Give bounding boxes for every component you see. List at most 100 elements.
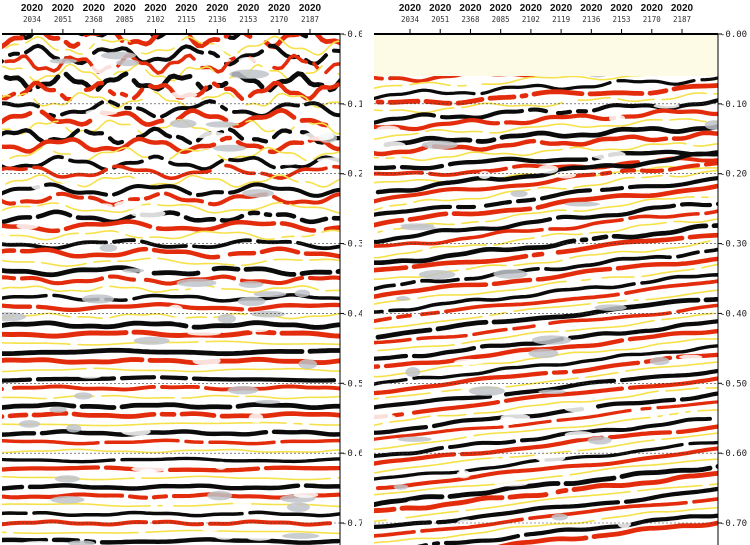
trace-number-label: 2102 [147,15,165,24]
amplitude-patch [708,193,718,202]
trace-number-label: 2085 [116,15,134,24]
trace-number-label: 2187 [301,15,319,24]
amplitude-patch [489,457,502,464]
reflector-trough [374,344,718,386]
trace-year-label: 2020 [237,3,260,14]
reflector-highlight [2,257,340,267]
amplitude-patch [454,358,485,366]
reflector-trough [2,320,340,330]
reflector-highlight [374,263,718,306]
amplitude-patch [286,502,310,512]
amplitude-patch [498,416,518,426]
amplitude-patch [133,336,170,345]
trace-number-label: 2170 [643,15,662,24]
reflector-trough [2,510,340,518]
reflector-peak [2,438,340,446]
reflector-peak [2,465,340,473]
amplitude-patch [535,452,566,463]
amplitude-patch [456,519,474,527]
reflector-trough [374,463,718,508]
reflector-trough [374,98,718,125]
reflector-highlight [5,174,340,188]
amplitude-patch [538,389,567,395]
amplitude-patch [282,532,320,539]
amplitude-patch [242,189,275,198]
amplitude-patch [653,103,680,109]
amplitude-patch [89,63,116,74]
trace-number-label: 2368 [461,15,480,24]
reflector-trough [374,368,718,410]
reflector-trough [2,537,340,545]
reflector-peak [2,163,340,181]
amplitude-patch [50,495,85,504]
time-tick-label: -0.00 [720,30,747,40]
amplitude-patch [176,278,217,287]
amplitude-patch [375,125,401,135]
time-tick-label: -0.50 [720,379,747,389]
amplitude-patch [170,90,198,99]
amplitude-patch [217,313,236,324]
amplitude-patch [77,372,103,379]
amplitude-patch [188,131,227,139]
reflector-peak [375,83,718,106]
amplitude-patch [590,150,626,160]
time-tick-label: -0.20 [720,170,747,180]
time-tick-label: -0.30 [342,240,362,250]
amplitude-patch [238,56,258,64]
amplitude-patch [67,540,96,545]
trace-number-label: 2119 [552,15,570,24]
amplitude-patch [49,58,78,64]
reflector-trough [374,176,718,217]
reflector-highlight [2,229,340,241]
reflector-peak [2,384,340,392]
reflector-highlight [374,482,718,522]
reflector-trough [2,429,340,437]
amplitude-patch [229,69,270,79]
amplitude-patch [18,420,41,428]
trace-year-label: 2020 [299,3,322,14]
reflector-highlight [2,340,340,346]
amplitude-patch [207,57,232,63]
trace-number-label: 2136 [208,15,227,24]
amplitude-patch [393,484,409,490]
reflector-trough [2,401,340,410]
reflector-highlight [374,142,718,162]
reflector-trough [374,149,718,171]
amplitude-patch [248,413,264,423]
amplitude-patch [478,171,491,179]
amplitude-patch [81,294,115,304]
reflector-peak [2,34,340,50]
time-tick-label: -0.70 [720,519,747,529]
trace-number-label: 2051 [54,15,72,24]
amplitude-patch [374,413,396,421]
trace-number-label: 2136 [582,15,601,24]
reflector-highlight [2,284,340,294]
amplitude-patch [114,200,143,210]
amplitude-patch [617,518,632,529]
reflector-trough [2,154,340,172]
time-tick-label: -0.00 [342,30,362,40]
time-tick-label: -0.30 [720,240,747,250]
amplitude-patch [608,114,626,123]
trace-year-label: 2020 [671,3,694,14]
reflector-peak [374,303,718,345]
reflector-trough [2,347,340,357]
reflector-peak [497,520,718,545]
seismic-panel-right: -0.00 -0.10 -0.20 -0.30 -0.40 -0.50 -0.60 -0.70… [372,0,750,545]
time-tick-label: -0.10 [720,100,747,110]
amplitude-patch [205,121,237,128]
reflector-peak [374,400,718,441]
reflector-trough [374,273,718,314]
amplitude-patch [167,304,184,315]
trace-year-label: 2020 [114,3,137,14]
amplitude-patch [212,144,247,152]
amplitude-patch [238,281,264,288]
reflector-peak [374,424,718,466]
reflector-trough [416,513,718,545]
amplitude-patch [201,527,220,532]
reflector-trough [374,201,718,245]
amplitude-patch [279,159,298,166]
amplitude-patch [406,500,420,505]
reflector-highlight [374,386,718,427]
amplitude-patch [587,436,612,445]
